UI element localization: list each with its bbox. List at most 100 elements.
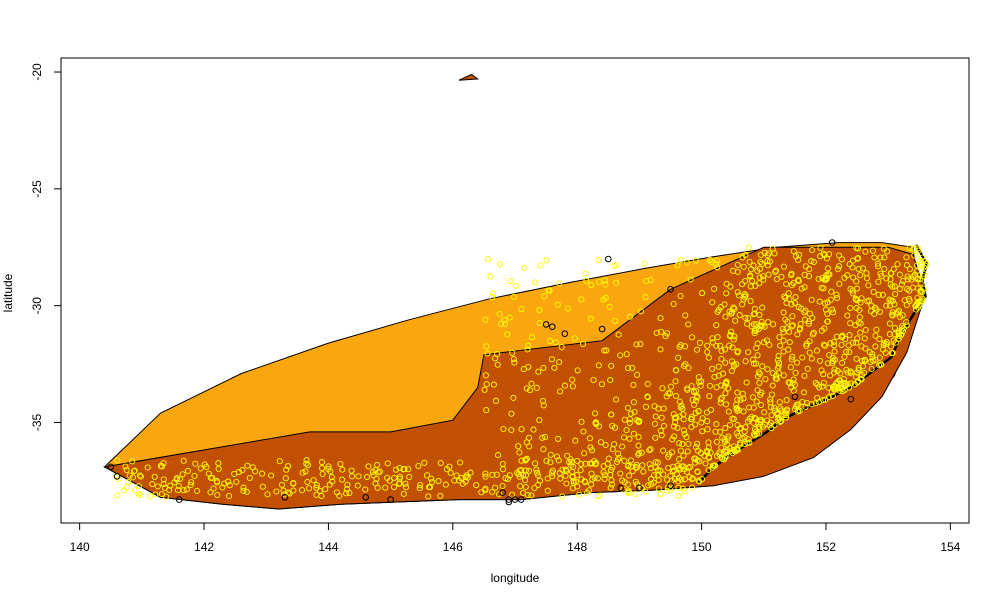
x-axis: 140 142 144 146 148 150 152 154 bbox=[70, 522, 961, 554]
point-inside bbox=[657, 427, 664, 434]
point-inside bbox=[692, 387, 700, 394]
point-inside bbox=[891, 324, 898, 331]
point-inside bbox=[722, 313, 729, 320]
point-inside bbox=[687, 276, 694, 283]
point-inside bbox=[478, 489, 485, 496]
point-inside bbox=[780, 263, 787, 270]
point-inside bbox=[789, 323, 796, 330]
point-inside bbox=[801, 316, 809, 323]
point-outside bbox=[847, 395, 855, 403]
point-inside bbox=[757, 251, 764, 259]
point-inside bbox=[825, 251, 833, 258]
point-inside bbox=[235, 469, 242, 476]
point-inside bbox=[651, 420, 658, 427]
point-inside bbox=[329, 478, 336, 485]
point-inside bbox=[779, 325, 786, 332]
point-inside bbox=[711, 373, 718, 380]
point-inside bbox=[747, 298, 754, 305]
point-inside bbox=[910, 273, 917, 280]
point-inside bbox=[671, 433, 678, 440]
point-outside bbox=[113, 473, 121, 480]
point-inside bbox=[906, 244, 913, 252]
point-inside bbox=[535, 481, 542, 488]
point-inside bbox=[316, 487, 323, 494]
point-outside bbox=[549, 323, 556, 331]
point-inside bbox=[574, 457, 581, 464]
point-inside bbox=[564, 305, 571, 312]
point-inside bbox=[114, 457, 121, 464]
point-inside bbox=[592, 420, 599, 427]
point-inside bbox=[818, 284, 825, 291]
point-inside bbox=[421, 459, 428, 466]
point-inside bbox=[483, 381, 490, 388]
point-inside bbox=[667, 383, 674, 390]
point-inside bbox=[537, 262, 544, 269]
point-inside bbox=[620, 434, 628, 441]
point-inside bbox=[632, 478, 639, 485]
point-inside bbox=[556, 388, 564, 395]
point-inside bbox=[809, 246, 816, 254]
point-inside bbox=[569, 468, 576, 475]
point-inside bbox=[903, 262, 910, 269]
point-inside bbox=[507, 278, 514, 285]
point-inside bbox=[728, 328, 735, 335]
point-inside bbox=[911, 252, 918, 259]
point-inside bbox=[160, 476, 167, 483]
point-inside bbox=[820, 379, 827, 386]
point-inside bbox=[343, 486, 350, 493]
point-inside bbox=[602, 441, 609, 449]
point-inside bbox=[652, 413, 659, 420]
point-inside bbox=[489, 471, 496, 478]
point-inside bbox=[626, 313, 634, 320]
point-inside bbox=[666, 390, 673, 397]
point-inside bbox=[817, 244, 824, 252]
point-inside bbox=[637, 308, 645, 315]
point-inside bbox=[451, 477, 458, 484]
point-inside bbox=[548, 356, 555, 363]
point-inside bbox=[147, 493, 154, 500]
point-inside bbox=[756, 311, 763, 318]
point-inside bbox=[319, 470, 326, 478]
point-inside bbox=[499, 460, 506, 467]
point-inside bbox=[767, 404, 774, 411]
point-inside bbox=[623, 351, 630, 358]
point-inside bbox=[144, 464, 151, 471]
point-inside bbox=[688, 414, 695, 421]
point-inside bbox=[522, 483, 529, 491]
point-inside bbox=[423, 472, 430, 479]
point-inside bbox=[873, 306, 880, 313]
point-inside bbox=[501, 320, 509, 327]
point-inside bbox=[730, 363, 737, 370]
point-inside bbox=[219, 484, 226, 491]
point-inside bbox=[857, 272, 864, 279]
point-inside bbox=[516, 473, 523, 480]
point-inside bbox=[644, 394, 651, 401]
point-inside bbox=[158, 490, 165, 498]
point-inside bbox=[437, 460, 444, 467]
point-inside bbox=[738, 281, 746, 288]
point-inside bbox=[914, 304, 922, 311]
point-outside bbox=[175, 496, 183, 503]
point-inside bbox=[659, 385, 666, 392]
point-inside bbox=[122, 463, 129, 470]
point-inside bbox=[635, 450, 643, 457]
point-inside bbox=[161, 484, 168, 491]
point-inside bbox=[681, 488, 688, 495]
point-inside bbox=[594, 475, 601, 482]
point-inside bbox=[485, 256, 492, 263]
point-inside bbox=[482, 470, 489, 477]
point-inside bbox=[676, 413, 683, 420]
point-inside bbox=[696, 339, 704, 346]
point-inside bbox=[233, 478, 240, 485]
point-inside bbox=[509, 349, 516, 356]
point-inside bbox=[833, 291, 840, 298]
point-inside bbox=[252, 468, 259, 475]
point-inside bbox=[876, 336, 883, 343]
point-inside bbox=[285, 489, 292, 496]
point-inside bbox=[283, 466, 290, 473]
point-inside bbox=[680, 452, 687, 459]
point-inside bbox=[707, 449, 714, 456]
point-inside bbox=[209, 474, 216, 481]
point-inside bbox=[590, 376, 597, 384]
point-inside bbox=[494, 361, 501, 368]
